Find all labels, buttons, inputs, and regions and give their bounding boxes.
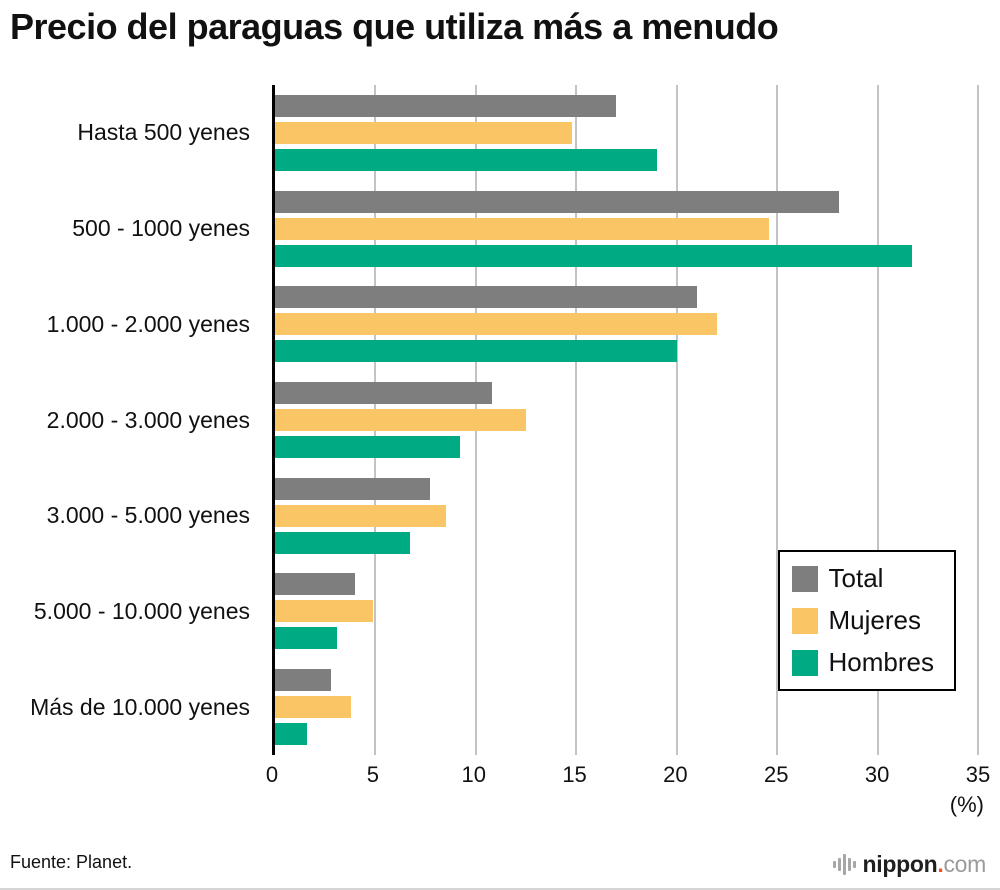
category-label: Más de 10.000 yenes [30,693,250,720]
category-labels: Hasta 500 yenes 500 - 1000 yenes 1.000 - 2… [0,85,262,755]
legend-item-mujeres: Mujeres [791,605,934,636]
gridline [675,85,678,755]
bar-hombres [275,627,338,650]
bottom-divider [0,888,1000,890]
logo-wordmark: nippon.com [863,851,987,878]
bar-group [275,659,978,755]
legend-swatch [791,565,818,592]
bar-mujeres [275,217,770,240]
bar-total [275,669,332,692]
x-tick-label: 30 [864,762,890,787]
gridline [575,85,578,755]
legend-item-hombres: Hombres [791,647,934,678]
bar-hombres [275,340,677,363]
audio-bars-icon [832,854,856,876]
bar-total [275,190,840,213]
bar-total [275,382,492,405]
bar-hombres [275,436,460,459]
bar-group [275,85,978,181]
bar-group [275,372,978,468]
x-axis-unit-label: (%) [949,792,984,817]
x-tick-label: 20 [663,762,688,787]
legend-label: Mujeres [828,605,921,635]
legend-label: Hombres [828,647,934,677]
bar-group [275,276,978,372]
legend-swatch [791,649,818,676]
x-tick-label: 35 [965,762,991,787]
legend: Total Mujeres Hombres [777,550,956,691]
chart-title: Precio del paraguas que utiliza más a me… [10,6,779,47]
bar-mujeres [275,409,527,432]
bar-group [275,564,978,660]
logo-tld: com [943,851,986,877]
gridline [776,85,779,755]
bar-mujeres [275,313,717,336]
bar-mujeres [275,696,352,719]
gridline [876,85,879,755]
legend-label: Total [828,563,884,593]
plot-area: Total Mujeres Hombres [272,85,979,755]
bar-hombres [275,531,410,554]
bar-mujeres [275,504,446,527]
logo-dot: . [937,851,944,877]
bar-mujeres [275,121,573,144]
bar-group [275,181,978,277]
bar-total [275,573,356,596]
bar-groups [275,85,978,755]
bar-group [275,468,978,564]
bar-hombres [275,244,912,267]
bar-hombres [275,148,657,171]
nippon-logo: nippon.com [832,851,987,878]
bar-hombres [275,723,308,746]
bar-total [275,477,430,500]
category-label: 5.000 - 10.000 yenes [33,597,250,624]
category-label: 500 - 1000 yenes [72,215,250,242]
category-label: 3.000 - 5.000 yenes [46,502,250,529]
x-tick-label: 5 [366,762,379,787]
x-tick-label: 15 [562,762,587,787]
x-tick-label: 0 [265,762,279,787]
bar-total [275,286,697,309]
logo-name: nippon [862,851,938,877]
bar-mujeres [275,600,374,623]
source-note: Fuente: Planet. [10,852,133,872]
x-tick-label: 25 [764,762,789,787]
legend-swatch [791,607,818,634]
x-axis: 0 5 10 15 20 25 30 35 [266,762,990,792]
category-label: 1.000 - 2.000 yenes [46,310,250,337]
bar-total [275,94,617,117]
gridline [977,85,979,755]
x-tick-label: 10 [461,762,486,787]
category-label: Hasta 500 yenes [77,119,250,146]
category-label: 2.000 - 3.000 yenes [46,406,250,433]
legend-item-total: Total [791,563,934,594]
